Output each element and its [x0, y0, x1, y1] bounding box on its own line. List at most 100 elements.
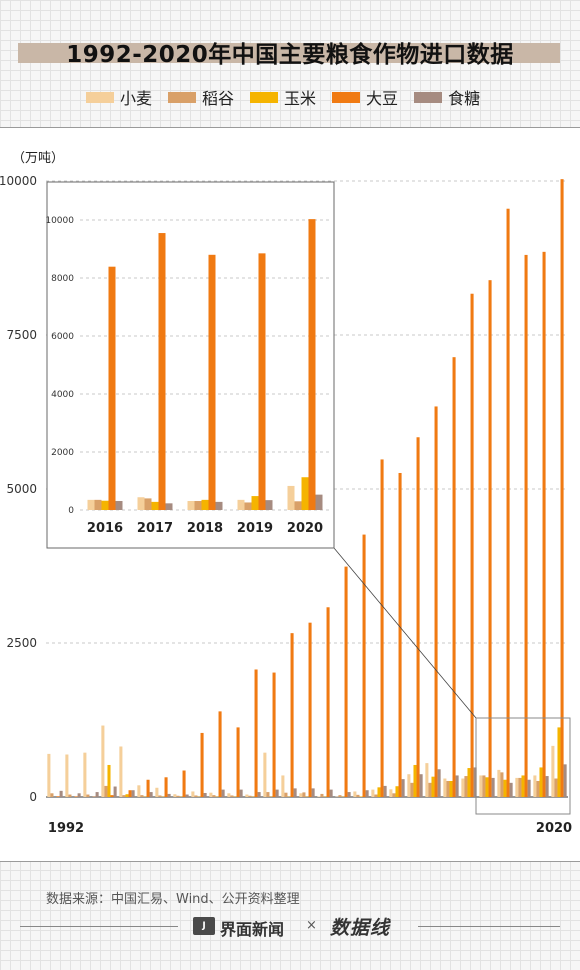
bar-rice-2006 [302, 792, 306, 797]
bar-rice-1995 [104, 785, 108, 797]
inset-bar-corn-2016 [101, 500, 109, 510]
inset-bar-sugar-2017 [165, 503, 173, 510]
legend-swatch [332, 91, 361, 103]
bar-wheat-1997 [137, 785, 141, 797]
bar-sugar-1999 [185, 794, 189, 797]
bar-soybean-2017 [506, 208, 510, 798]
bar-rice-2003 [248, 795, 252, 797]
bar-wheat-2010 [371, 789, 375, 797]
bar-wheat-2003 [245, 794, 249, 797]
bar-soybean-2010 [380, 459, 384, 797]
legend-item-wheat: 小麦 [86, 85, 152, 109]
bar-sugar-1996 [131, 790, 135, 797]
chart-title: 1992-2020年中国主要粮食作物进口数据 [66, 42, 514, 68]
bar-wheat-2017 [497, 769, 501, 797]
bar-wheat-2001 [209, 792, 213, 797]
inset-bar-corn-2017 [151, 501, 159, 510]
bar-rice-1992 [50, 793, 54, 797]
legend-item-soybean: 大豆 [332, 85, 398, 109]
bar-sugar-2011 [401, 779, 405, 797]
bar-wheat-1994 [83, 752, 87, 797]
y-tick-label: 10000 [0, 174, 37, 188]
bar-wheat-2006 [299, 793, 303, 797]
bar-rice-2008 [338, 795, 342, 797]
inset-bar-soybean-2019 [258, 253, 266, 510]
jiemian-logo-icon: J [193, 917, 215, 935]
bar-sugar-2010 [383, 785, 387, 797]
bar-soybean-1992 [56, 796, 60, 797]
bar-rice-2018 [518, 777, 522, 797]
inset-bar-corn-2020 [301, 477, 309, 510]
bar-sugar-1997 [149, 792, 153, 797]
inset-bar-corn-2018 [201, 499, 209, 510]
bar-soybean-2016 [488, 280, 492, 797]
bar-sugar-2015 [473, 767, 477, 797]
bar-wheat-2013 [425, 763, 429, 797]
bar-corn-2015 [467, 768, 471, 797]
bar-sugar-2017 [509, 782, 513, 797]
bar-sugar-2016 [491, 777, 495, 797]
bar-soybean-2003 [254, 669, 258, 797]
y-tick-label: 0 [29, 790, 37, 804]
bar-soybean-2000 [200, 732, 204, 797]
bar-sugar-1998 [167, 793, 171, 797]
bar-sugar-2014 [455, 775, 459, 797]
legend-label: 大豆 [366, 89, 399, 108]
inset-bar-soybean-2018 [208, 254, 216, 510]
inset-bar-rice-2016 [94, 499, 102, 510]
inset-y-tick-label: 4000 [51, 390, 74, 400]
bar-sugar-2005 [293, 788, 297, 797]
bar-rice-2013 [428, 782, 432, 797]
bar-wheat-2009 [353, 791, 357, 797]
inset-bar-wheat-2020 [287, 485, 295, 510]
bar-corn-2020 [557, 727, 561, 797]
bar-soybean-2014 [452, 357, 456, 797]
bar-rice-2001 [212, 795, 216, 797]
bar-soybean-2004 [272, 672, 276, 797]
footer-divider-right [418, 926, 560, 927]
inset-bar-wheat-2017 [137, 497, 145, 510]
y-tick-label: 2500 [6, 636, 37, 650]
bar-wheat-2011 [389, 789, 393, 797]
inset-x-tick-label: 2018 [187, 521, 223, 536]
bar-wheat-2002 [227, 793, 231, 797]
bar-wheat-1999 [173, 794, 177, 797]
bar-wheat-2007 [317, 796, 321, 797]
bar-sugar-2019 [545, 776, 549, 797]
y-tick-label: 5000 [6, 482, 37, 496]
inset-bar-sugar-2018 [215, 501, 223, 510]
bar-rice-2009 [356, 794, 360, 797]
y-axis-unit-label: （万吨） [12, 151, 65, 166]
bar-rice-2015 [464, 776, 468, 797]
x-tick-label: 2020 [536, 821, 572, 836]
bar-rice-2014 [446, 780, 450, 797]
bar-soybean-2019 [542, 251, 546, 798]
inset-x-tick-label: 2016 [87, 521, 123, 536]
bar-sugar-2007 [329, 789, 333, 797]
bar-sugar-2004 [275, 789, 279, 797]
bar-rice-2002 [230, 795, 234, 797]
bar-sugar-2012 [419, 774, 423, 797]
bar-sugar-2018 [527, 779, 531, 797]
bar-sugar-2008 [347, 792, 351, 797]
inset-y-tick-label: 8000 [51, 274, 74, 284]
legend-label: 小麦 [120, 89, 153, 108]
legend-swatch [250, 91, 279, 103]
bar-soybean-1998 [164, 777, 168, 797]
inset-bar-wheat-2016 [87, 499, 95, 510]
legend-swatch [168, 91, 197, 103]
bar-corn-2011 [395, 786, 399, 797]
bar-rice-1993 [68, 794, 72, 797]
bar-sugar-1995 [113, 786, 117, 797]
legend-label: 玉米 [284, 89, 317, 108]
legend-swatch [86, 91, 114, 103]
inset-bar-sugar-2019 [265, 500, 273, 510]
inset-panel [46, 181, 335, 549]
bar-corn-2018 [521, 775, 525, 797]
bar-rice-2000 [194, 795, 198, 797]
bar-wheat-2000 [191, 791, 195, 797]
bar-rice-2004 [266, 792, 270, 797]
bar-rice-2020 [554, 778, 558, 797]
zoom-connector-line [333, 547, 477, 719]
bar-corn-2014 [449, 780, 453, 797]
